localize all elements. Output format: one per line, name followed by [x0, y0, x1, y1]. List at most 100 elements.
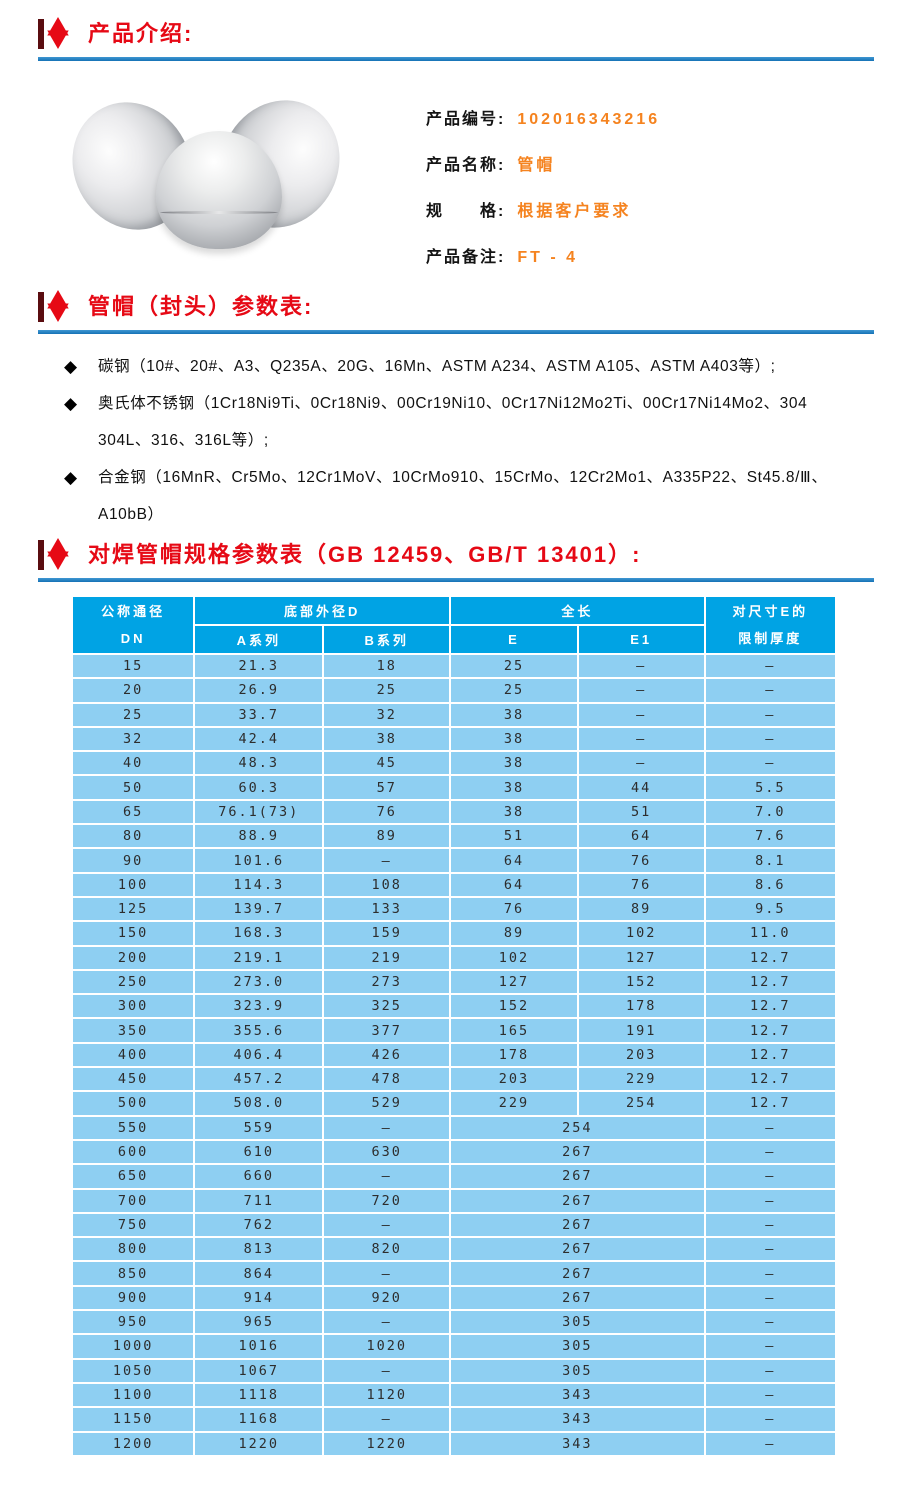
table-row: 600 610 630 267–	[70, 1138, 838, 1166]
col-header-e1: E1	[576, 624, 706, 655]
diamond-bullet-icon: ◆	[64, 357, 78, 376]
cell-b-series: –	[322, 847, 452, 874]
cell-limit-thickness: 7.0	[703, 798, 838, 826]
material-list-item: ◆ 碳钢（10#、20#、A3、Q235A、20G、16Mn、ASTM A234、…	[64, 348, 869, 385]
table-row: 1100 1118 1120 343–	[70, 1381, 838, 1409]
cell-b-series: 920	[322, 1284, 452, 1312]
cell-a-series: 457.2	[193, 1066, 325, 1093]
cell-dn: 20	[70, 677, 196, 704]
product-field-row: 产品名称: 管帽	[426, 151, 660, 181]
cell-e1: 76	[576, 871, 706, 898]
cell-a-series: 813	[193, 1236, 325, 1263]
cell-limit-thickness: 12.7	[703, 1017, 838, 1044]
pipe-cap-center-image	[156, 131, 282, 249]
cell-a-series: 1118	[193, 1381, 325, 1409]
cell-length-merged: 343	[449, 1381, 706, 1409]
cell-b-series: 45	[322, 750, 452, 777]
cell-limit-thickness: 12.7	[703, 944, 838, 971]
cell-length-merged: 267	[449, 1211, 706, 1239]
cell-limit-thickness: –	[703, 1357, 838, 1384]
table-row: 1050 1067–305–	[70, 1357, 838, 1384]
cell-b-series: 133	[322, 895, 452, 923]
section-params-header: 管帽（封头）参数表:	[38, 289, 909, 325]
cell-e: 38	[449, 798, 579, 826]
table-row: 650 660–267–	[70, 1163, 838, 1190]
cell-b-series: 325	[322, 993, 452, 1020]
cell-e: 64	[449, 871, 579, 898]
cell-e: 64	[449, 847, 579, 874]
product-field-value: FT - 4	[517, 249, 579, 266]
cell-dn: 750	[70, 1211, 196, 1239]
cell-e: 203	[449, 1066, 579, 1093]
diamond-bullet-icon: ◆	[64, 394, 78, 413]
table-row: 80 88.9 89 51 64 7.6	[70, 823, 838, 850]
product-field-row: 产品备注: FT - 4	[426, 243, 660, 273]
product-field-row: 产品编号: 102016343216	[426, 105, 660, 135]
cell-e: 25	[449, 677, 579, 704]
cell-e1: –	[576, 725, 706, 753]
cell-a-series: 914	[193, 1284, 325, 1312]
cell-e: 127	[449, 968, 579, 996]
table-row: 15 21.3 18 25– –	[70, 652, 838, 680]
cell-dn: 250	[70, 968, 196, 996]
cell-dn: 32	[70, 725, 196, 753]
cell-b-series: 820	[322, 1236, 452, 1263]
cell-a-series: 406.4	[193, 1041, 325, 1069]
cell-dn: 40	[70, 750, 196, 777]
cell-a-series: 864	[193, 1260, 325, 1287]
cell-b-series: 1120	[322, 1381, 452, 1409]
product-field-value: 根据客户要求	[517, 203, 632, 220]
cell-limit-thickness: –	[703, 1381, 838, 1409]
cell-limit-thickness: –	[703, 652, 838, 680]
cell-length-merged: 305	[449, 1333, 706, 1360]
cell-a-series: 139.7	[193, 895, 325, 923]
divider-line-params	[38, 330, 874, 334]
cell-a-series: 114.3	[193, 871, 325, 898]
cell-limit-thickness: 12.7	[703, 1066, 838, 1093]
cell-e: 76	[449, 895, 579, 923]
cell-e1: 254	[576, 1090, 706, 1117]
cell-a-series: 219.1	[193, 944, 325, 971]
section-intro-title: 产品介绍:	[88, 21, 194, 46]
cell-a-series: 76.1(73)	[193, 798, 325, 826]
cell-limit-thickness: –	[703, 1406, 838, 1433]
cell-dn: 100	[70, 871, 196, 898]
table-row: 800 813 820 267–	[70, 1236, 838, 1263]
cell-a-series: 1067	[193, 1357, 325, 1384]
cell-b-series: 18	[322, 652, 452, 680]
cell-a-series: 610	[193, 1138, 325, 1166]
cell-e1: 76	[576, 847, 706, 874]
cell-a-series: 559	[193, 1114, 325, 1141]
cell-dn: 1050	[70, 1357, 196, 1384]
cell-dn: 200	[70, 944, 196, 971]
table-row: 25 33.7 32 38– –	[70, 701, 838, 728]
cell-dn: 700	[70, 1187, 196, 1214]
cell-dn: 65	[70, 798, 196, 826]
table-row: 100 114.3 108 64 76 8.6	[70, 871, 838, 898]
cell-e1: 64	[576, 823, 706, 850]
col-header-b-series: B系列	[322, 624, 452, 655]
cell-dn: 900	[70, 1284, 196, 1312]
spec-table-head: 公称通径 DN 底部外径D 全长 对尺寸E的 限制厚度 A系列 B系列 E E1	[70, 595, 838, 655]
cell-limit-thickness: 9.5	[703, 895, 838, 923]
cell-a-series: 1220	[193, 1430, 325, 1457]
cell-a-series: 60.3	[193, 774, 325, 801]
col-header-nominal-diameter: 公称通径 DN	[70, 595, 196, 655]
cell-dn: 50	[70, 774, 196, 801]
cell-a-series: 273.0	[193, 968, 325, 996]
spec-table: 公称通径 DN 底部外径D 全长 对尺寸E的 限制厚度 A系列 B系列 E E1…	[70, 595, 838, 1457]
cell-limit-thickness: –	[703, 1163, 838, 1190]
table-row: 950 965–305–	[70, 1309, 838, 1336]
table-row: 1000 1016 1020 305–	[70, 1333, 838, 1360]
cell-e: 25	[449, 652, 579, 680]
cell-a-series: 323.9	[193, 993, 325, 1020]
divider-line-intro	[38, 57, 874, 61]
table-row: 400 406.4 426 178 203 12.7	[70, 1041, 838, 1069]
table-row: 20 26.9 25 25– –	[70, 677, 838, 704]
cell-e1: 203	[576, 1041, 706, 1069]
section-spec-header: 对焊管帽规格参数表（GB 12459、GB/T 13401）:	[38, 537, 909, 573]
six-pointed-star-icon	[38, 290, 76, 324]
cell-limit-thickness: –	[703, 1236, 838, 1263]
section-intro-header: 产品介绍:	[38, 16, 909, 52]
